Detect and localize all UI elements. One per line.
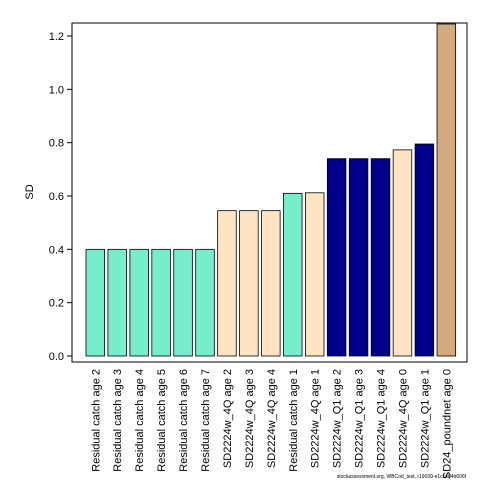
x-tick-label: SD2224w_4Q age 2	[222, 369, 234, 468]
x-tick-label: SD2224w_Q1 age 2	[332, 369, 344, 468]
bar	[436, 23, 457, 357]
bar	[129, 248, 149, 357]
y-tick-label: 1.0	[49, 84, 64, 96]
bar	[304, 192, 325, 357]
x-tick-label: SD2224w_4Q age 1	[310, 369, 322, 468]
x-tick-label: Residual catch age 6	[178, 369, 190, 472]
bars-group	[85, 23, 457, 357]
x-tick-label: SD2224w_Q1 age 3	[354, 369, 366, 468]
x-tick-label: Residual catch age 3	[112, 369, 124, 472]
x-tick-label: Residual catch age 2	[90, 369, 102, 472]
x-tick-label: SD2224w_4Q age 4	[266, 369, 278, 468]
bar	[195, 248, 215, 357]
footer-text: stockassessment.org, WBCod_test, r19039-…	[337, 474, 467, 480]
x-tick-label: Residual catch age 7	[200, 369, 212, 472]
bar	[326, 158, 347, 357]
x-axis-labels: Residual catch age 2 Residual catch age 3…	[90, 369, 453, 479]
y-axis: 0.0 0.2 0.4 0.6 0.8 1.0 1.2	[49, 31, 72, 363]
bar	[173, 248, 193, 357]
bar	[151, 248, 171, 357]
bar	[239, 210, 259, 357]
x-tick-label: SD2224w_Q1 age 4	[376, 369, 388, 468]
x-tick-label: SD2224w_4Q age 3	[244, 369, 256, 468]
bar	[85, 248, 106, 357]
x-tick-label: SD24_poundnet age 0	[441, 369, 453, 479]
bar	[107, 248, 127, 357]
bar	[261, 210, 281, 357]
bar	[283, 192, 303, 357]
bar	[348, 158, 369, 357]
x-tick-label: SD2224w_Q1 age 1	[419, 369, 431, 468]
x-tick-label: SD2224w_4Q age 0	[397, 369, 409, 468]
y-tick-label: 0.2	[49, 298, 64, 310]
y-tick-label: 1.2	[49, 31, 64, 43]
bar	[392, 149, 413, 357]
y-tick-label: 0.4	[49, 244, 64, 256]
x-tick-label: Residual catch age 1	[288, 369, 300, 472]
y-axis-title: SD	[24, 184, 36, 199]
y-tick-label: 0.8	[49, 138, 64, 150]
y-tick-label: 0.0	[49, 351, 64, 363]
bar	[217, 210, 237, 357]
x-tick-label: Residual catch age 5	[156, 369, 168, 472]
bar	[414, 143, 435, 357]
y-tick-label: 0.6	[49, 191, 64, 203]
x-tick-label: Residual catch age 4	[134, 369, 146, 472]
bar	[370, 158, 391, 357]
plot-frame	[71, 22, 468, 363]
